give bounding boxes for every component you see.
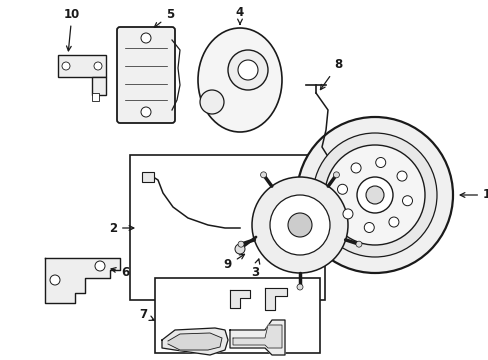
Circle shape <box>296 117 452 273</box>
Bar <box>58 55 106 77</box>
Circle shape <box>269 195 329 255</box>
Polygon shape <box>45 258 120 303</box>
Text: 5: 5 <box>154 9 174 27</box>
Circle shape <box>325 145 424 245</box>
Circle shape <box>388 217 398 227</box>
Circle shape <box>330 175 340 185</box>
Circle shape <box>350 163 360 173</box>
Circle shape <box>200 90 224 114</box>
Polygon shape <box>229 320 285 355</box>
Ellipse shape <box>198 28 282 132</box>
Text: 1: 1 <box>459 189 488 202</box>
Circle shape <box>402 196 412 206</box>
Text: 9: 9 <box>224 254 244 271</box>
Text: 6: 6 <box>111 266 129 279</box>
Circle shape <box>62 62 70 70</box>
Circle shape <box>296 284 303 290</box>
Text: 3: 3 <box>250 259 259 279</box>
Circle shape <box>364 222 373 233</box>
Circle shape <box>337 184 347 194</box>
Circle shape <box>312 133 436 257</box>
Circle shape <box>333 172 339 178</box>
Circle shape <box>355 241 361 247</box>
Circle shape <box>365 186 383 204</box>
Polygon shape <box>162 328 227 355</box>
Polygon shape <box>229 290 249 308</box>
Bar <box>130 155 325 300</box>
Circle shape <box>94 62 102 70</box>
Circle shape <box>251 177 347 273</box>
Circle shape <box>287 213 311 237</box>
Circle shape <box>356 177 392 213</box>
Text: 10: 10 <box>64 8 80 51</box>
Circle shape <box>238 241 244 247</box>
Bar <box>92 77 106 95</box>
Circle shape <box>396 171 406 181</box>
Circle shape <box>235 244 244 254</box>
Text: 4: 4 <box>235 5 244 24</box>
Text: 8: 8 <box>320 58 342 90</box>
Text: 7: 7 <box>139 309 154 321</box>
Bar <box>155 278 319 353</box>
Polygon shape <box>264 288 286 310</box>
Circle shape <box>95 261 105 271</box>
Bar <box>92 93 99 101</box>
FancyBboxPatch shape <box>117 27 175 123</box>
Circle shape <box>260 172 266 178</box>
Text: 2: 2 <box>109 221 134 234</box>
Circle shape <box>375 158 385 167</box>
Circle shape <box>227 50 267 90</box>
Circle shape <box>238 60 258 80</box>
Circle shape <box>141 33 151 43</box>
Circle shape <box>141 107 151 117</box>
Circle shape <box>50 275 60 285</box>
Bar <box>142 172 154 182</box>
Circle shape <box>342 209 352 219</box>
Polygon shape <box>232 325 282 348</box>
Polygon shape <box>168 333 222 350</box>
